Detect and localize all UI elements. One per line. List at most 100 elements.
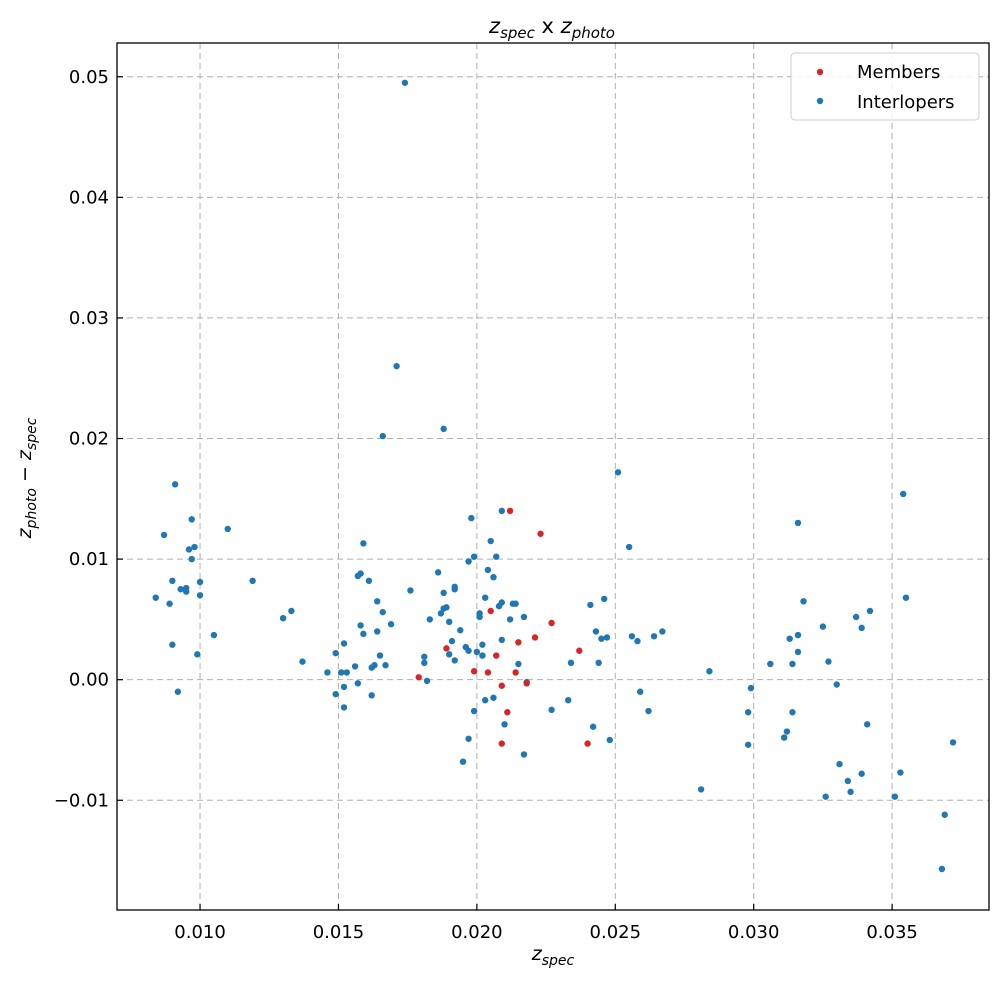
point-interlopers: [371, 662, 378, 669]
point-interlopers: [357, 570, 364, 577]
point-interlopers: [659, 628, 666, 635]
point-interlopers: [332, 649, 339, 657]
x-tick-label: 0.020: [451, 922, 503, 943]
xlabel-z: z: [531, 943, 543, 965]
point-interlopers: [166, 600, 173, 607]
y-tick-label: 0.01: [69, 549, 109, 570]
y-tick-label: 0.04: [69, 187, 109, 208]
point-interlopers: [374, 628, 381, 635]
point-interlopers: [595, 659, 602, 667]
point-interlopers: [440, 589, 447, 597]
point-interlopers: [299, 658, 306, 665]
ylabel-z1: z: [14, 527, 36, 539]
point-members: [493, 652, 500, 659]
title-sep: x: [535, 14, 561, 38]
y-tick-label: 0.03: [69, 308, 109, 329]
points-layer: [152, 79, 957, 873]
point-interlopers: [169, 577, 176, 585]
point-interlopers: [589, 723, 597, 730]
point-interlopers: [434, 569, 442, 576]
point-interlopers: [368, 692, 375, 699]
point-interlopers: [468, 514, 475, 522]
ylabel-sub2: spec: [24, 417, 40, 450]
y-tick-label: −0.01: [54, 790, 109, 811]
point-interlopers: [354, 680, 362, 687]
point-interlopers: [177, 586, 184, 593]
point-interlopers: [747, 684, 755, 692]
point-interlopers: [891, 793, 899, 800]
point-interlopers: [194, 651, 201, 658]
point-interlopers: [484, 566, 492, 574]
point-interlopers: [565, 696, 572, 704]
point-interlopers: [445, 651, 453, 658]
point-interlopers: [288, 607, 295, 615]
point-interlopers: [844, 777, 852, 785]
point-interlopers: [634, 637, 641, 645]
point-interlopers: [780, 734, 788, 741]
point-interlopers: [174, 688, 182, 695]
point-interlopers: [897, 769, 904, 776]
y-tick-label: 0.00: [69, 670, 109, 691]
point-interlopers: [343, 669, 350, 676]
ylabel-minus: −: [14, 460, 36, 488]
point-interlopers: [603, 634, 611, 641]
point-interlopers: [426, 616, 434, 623]
point-members: [537, 530, 544, 537]
point-interlopers: [379, 432, 386, 440]
point-interlopers: [637, 688, 644, 695]
point-interlopers: [628, 633, 636, 640]
point-interlopers: [451, 586, 458, 593]
point-interlopers: [376, 652, 384, 659]
point-interlopers: [465, 735, 472, 742]
point-interlopers: [706, 668, 713, 675]
ticks-layer: 0.010 0.015 0.020 0.025 0.030 0.035 −0.01 0.00 0…: [54, 67, 918, 943]
point-interlopers: [800, 598, 807, 605]
point-members: [523, 680, 530, 687]
point-interlopers: [382, 662, 389, 669]
point-interlopers: [512, 600, 519, 607]
point-interlopers: [501, 721, 508, 728]
x-tick-label: 0.030: [728, 922, 780, 943]
point-interlopers: [783, 728, 791, 735]
point-interlopers: [598, 635, 605, 642]
point-interlopers: [697, 786, 705, 793]
title-z2: z: [560, 14, 573, 38]
point-members: [584, 740, 591, 747]
point-members: [504, 709, 511, 716]
point-interlopers: [789, 709, 796, 716]
point-interlopers: [858, 770, 865, 777]
point-interlopers: [423, 677, 431, 685]
legend-label-interlopers: Interlopers: [857, 92, 955, 113]
point-members: [498, 682, 505, 689]
point-interlopers: [379, 608, 386, 616]
point-interlopers: [938, 865, 946, 873]
point-interlopers: [360, 630, 367, 638]
point-interlopers: [789, 660, 796, 668]
title-sub2: photo: [571, 24, 615, 42]
ylabel-sub1: photo: [24, 488, 40, 529]
point-interlopers: [340, 704, 348, 711]
point-interlopers: [822, 793, 829, 800]
point-interlopers: [650, 633, 658, 640]
point-interlopers: [645, 707, 652, 715]
point-members: [512, 669, 519, 676]
point-members: [498, 740, 505, 747]
point-interlopers: [490, 573, 497, 581]
xlabel-sub: spec: [542, 953, 575, 969]
ylabel-z2: z: [14, 449, 36, 461]
point-interlopers: [490, 694, 497, 701]
point-interlopers: [351, 663, 359, 670]
y-tick-label: 0.02: [69, 429, 109, 450]
point-interlopers: [479, 652, 486, 659]
point-interlopers: [249, 577, 256, 585]
point-interlopers: [360, 540, 367, 547]
legend-marker-members: [816, 68, 824, 76]
grid-layer: [117, 43, 989, 910]
point-interlopers: [448, 637, 456, 645]
point-interlopers: [457, 627, 464, 634]
point-members: [443, 645, 450, 652]
point-interlopers: [786, 635, 793, 642]
point-members: [515, 639, 522, 646]
point-interlopers: [479, 641, 486, 648]
